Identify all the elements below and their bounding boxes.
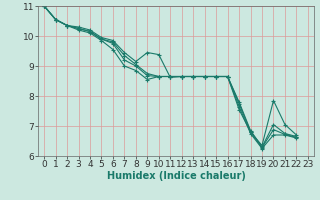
X-axis label: Humidex (Indice chaleur): Humidex (Indice chaleur) [107, 171, 245, 181]
